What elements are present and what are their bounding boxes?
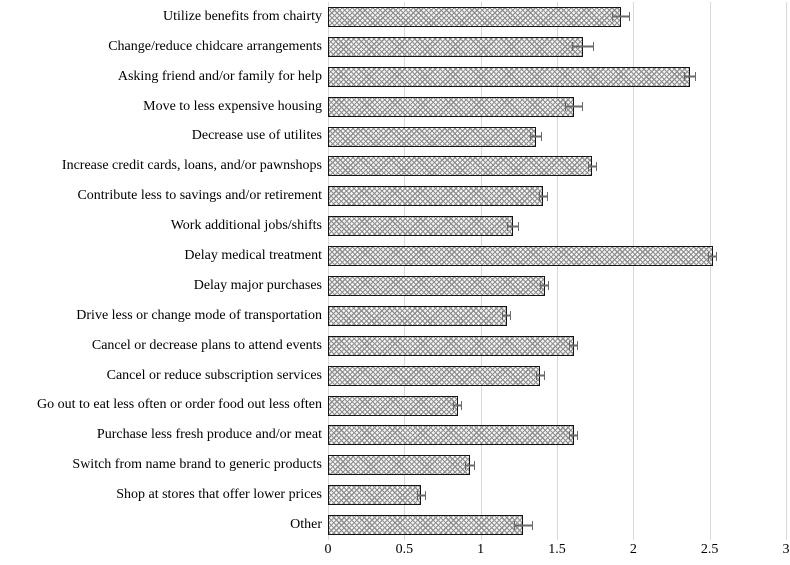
error-bar [683, 72, 696, 82]
bar [328, 365, 541, 386]
category-label: Increase credit cards, loans, and/or paw… [61, 158, 322, 174]
category-label: Switch from name brand to generic produc… [72, 457, 322, 473]
error-bar [416, 490, 426, 500]
category-label: Drive less or change mode of transportat… [76, 307, 322, 323]
x-tick-label: 0.5 [395, 542, 414, 557]
gridline [709, 2, 711, 540]
x-axis-tick-labels: 0 0.5 1 1.5 2 2.5 3 [324, 542, 790, 563]
category-label: Contribute less to savings and/or retire… [77, 188, 322, 204]
gridline [557, 2, 558, 540]
error-bar [569, 341, 579, 351]
plot-area [328, 2, 787, 540]
category-label: Work additional jobs/shifts [170, 218, 322, 234]
error-bar [708, 251, 718, 261]
error-bar [587, 161, 597, 171]
bar [328, 36, 583, 57]
category-label: Utilize benefits from chairty [163, 8, 322, 24]
error-bar [465, 460, 475, 470]
category-label: Other [290, 517, 322, 533]
bar [328, 395, 458, 416]
x-tick-label: 1 [477, 542, 485, 557]
bar [328, 186, 544, 207]
bar [328, 455, 470, 476]
error-bar [453, 401, 463, 410]
bar [328, 96, 574, 117]
error-bar [514, 520, 533, 530]
x-tick-label: 1.5 [548, 542, 566, 557]
y-axis-line [328, 2, 329, 540]
error-bar [572, 42, 594, 52]
error-bar [529, 132, 542, 141]
error-bar [540, 281, 550, 291]
bar [328, 66, 690, 87]
category-label: Asking friend and/or family for help [117, 68, 322, 84]
error-bar [611, 12, 631, 22]
bar [328, 126, 536, 147]
error-bar [506, 221, 519, 231]
error-bar [569, 430, 579, 440]
gridline [480, 2, 482, 540]
error-bar [538, 191, 548, 201]
error-bar [564, 102, 583, 112]
bar [328, 485, 422, 506]
category-label: Go out to eat less often or order food o… [37, 397, 322, 413]
bar [328, 275, 545, 296]
category-label: Change/reduce chidcare arrangements [108, 38, 322, 54]
gridline [633, 2, 635, 540]
bar [328, 425, 574, 446]
x-tick-label: 0 [324, 542, 332, 557]
gridline [404, 2, 406, 540]
category-labels: Utilize benefits from chairty Change/redu… [0, 2, 322, 540]
category-label: Delay major purchases [193, 277, 322, 293]
category-label: Delay medical treatment [184, 248, 322, 264]
category-label: Purchase less fresh produce and/or meat [96, 427, 322, 443]
category-label: Cancel or decrease plans to attend event… [91, 337, 322, 353]
bar [328, 335, 574, 356]
bar [328, 515, 524, 536]
bar [328, 305, 507, 326]
gridline [786, 2, 787, 540]
bar [328, 156, 593, 177]
x-tick-label: 2.5 [700, 542, 719, 557]
category-label: Move to less expensive housing [143, 98, 322, 114]
error-bar [535, 371, 545, 381]
x-tick-label: 2 [629, 542, 637, 557]
bar [328, 6, 622, 27]
error-bar [502, 311, 512, 321]
category-label: Cancel or reduce subscription services [106, 367, 322, 383]
bar [328, 246, 713, 267]
category-label: Shop at stores that offer lower prices [116, 487, 322, 503]
bar [328, 216, 513, 237]
category-label: Decrease use of utilites [191, 128, 322, 144]
x-tick-label: 3 [782, 542, 790, 557]
